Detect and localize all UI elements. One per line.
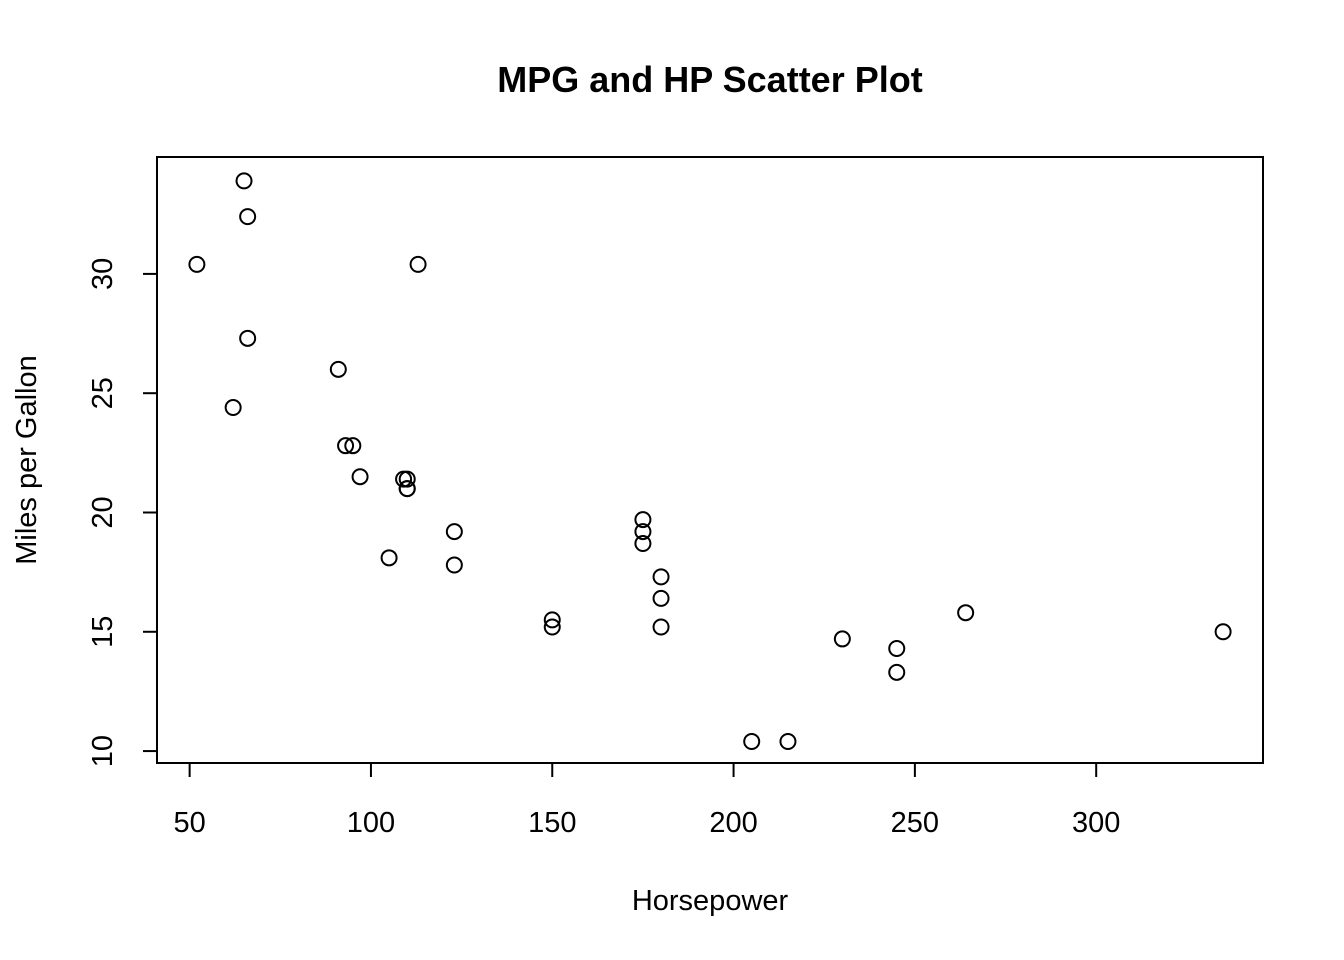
data-point (351, 468, 369, 486)
data-point (634, 511, 652, 529)
x-tick-label: 150 (528, 807, 576, 839)
data-point (239, 329, 257, 347)
x-tick-label: 50 (174, 807, 206, 839)
data-point (398, 470, 416, 488)
data-point (398, 480, 416, 498)
x-tick-label: 100 (347, 807, 395, 839)
data-point (445, 556, 463, 574)
data-point (188, 255, 206, 273)
data-point (634, 535, 652, 553)
x-axis-label: Horsepower (632, 885, 789, 917)
data-point (543, 611, 561, 629)
data-point (888, 639, 906, 657)
data-point (779, 733, 797, 751)
data-point (652, 568, 670, 586)
data-point (1214, 623, 1232, 641)
data-point (235, 172, 253, 190)
chart-title: MPG and HP Scatter Plot (497, 59, 922, 100)
y-tick-label: 10 (87, 735, 119, 767)
x-tick-label: 250 (891, 807, 939, 839)
data-point (380, 549, 398, 567)
data-point (888, 663, 906, 681)
data-point (445, 523, 463, 541)
data-point (409, 255, 427, 273)
y-axis: 10 15 20 25 30 (87, 258, 158, 767)
data-point (395, 470, 413, 488)
data-point (224, 399, 242, 417)
data-point (743, 733, 761, 751)
y-tick-label: 30 (87, 258, 119, 290)
data-point (652, 618, 670, 636)
data-points (188, 172, 1232, 751)
data-point (957, 604, 975, 622)
y-tick-label: 20 (87, 496, 119, 528)
data-point (833, 630, 851, 648)
x-tick-label: 200 (709, 807, 757, 839)
data-point (634, 523, 652, 541)
data-point (543, 618, 561, 636)
y-tick-label: 15 (87, 616, 119, 648)
x-axis: 50 100 150 200 250 300 (174, 762, 1120, 839)
y-tick-label: 25 (87, 377, 119, 409)
data-point (337, 437, 355, 455)
data-point (344, 437, 362, 455)
y-axis-label: Miles per Gallon (11, 355, 43, 565)
x-tick-label: 300 (1072, 807, 1120, 839)
data-point (329, 360, 347, 378)
data-point (652, 589, 670, 607)
data-point (239, 208, 257, 226)
plot-frame (156, 156, 1264, 764)
